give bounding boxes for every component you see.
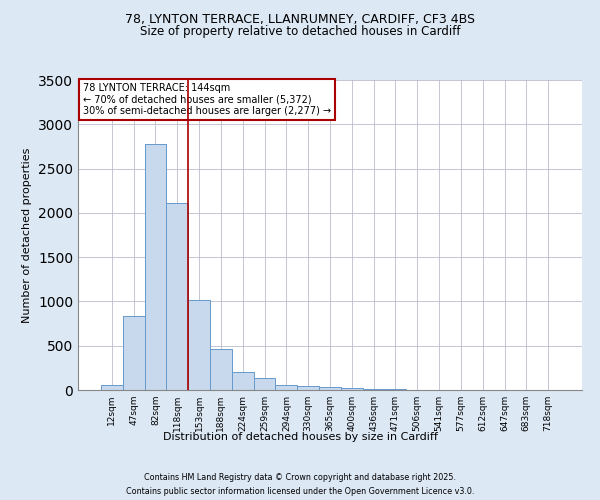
Bar <box>297 386 319 390</box>
Bar <box>254 378 275 390</box>
Bar <box>341 388 363 390</box>
Text: Contains public sector information licensed under the Open Government Licence v3: Contains public sector information licen… <box>126 488 474 496</box>
Bar <box>188 300 210 390</box>
Bar <box>123 316 145 390</box>
Bar <box>210 350 232 390</box>
Bar <box>145 144 166 390</box>
Bar <box>101 385 123 390</box>
Bar <box>385 389 406 390</box>
Text: 78 LYNTON TERRACE: 144sqm
← 70% of detached houses are smaller (5,372)
30% of se: 78 LYNTON TERRACE: 144sqm ← 70% of detac… <box>83 83 331 116</box>
Text: 78, LYNTON TERRACE, LLANRUMNEY, CARDIFF, CF3 4BS: 78, LYNTON TERRACE, LLANRUMNEY, CARDIFF,… <box>125 12 475 26</box>
Bar <box>166 203 188 390</box>
Text: Distribution of detached houses by size in Cardiff: Distribution of detached houses by size … <box>163 432 437 442</box>
Bar <box>275 385 297 390</box>
Text: Size of property relative to detached houses in Cardiff: Size of property relative to detached ho… <box>140 25 460 38</box>
Y-axis label: Number of detached properties: Number of detached properties <box>22 148 32 322</box>
Bar <box>319 388 341 390</box>
Bar <box>232 372 254 390</box>
Text: Contains HM Land Registry data © Crown copyright and database right 2025.: Contains HM Land Registry data © Crown c… <box>144 472 456 482</box>
Bar <box>363 388 385 390</box>
